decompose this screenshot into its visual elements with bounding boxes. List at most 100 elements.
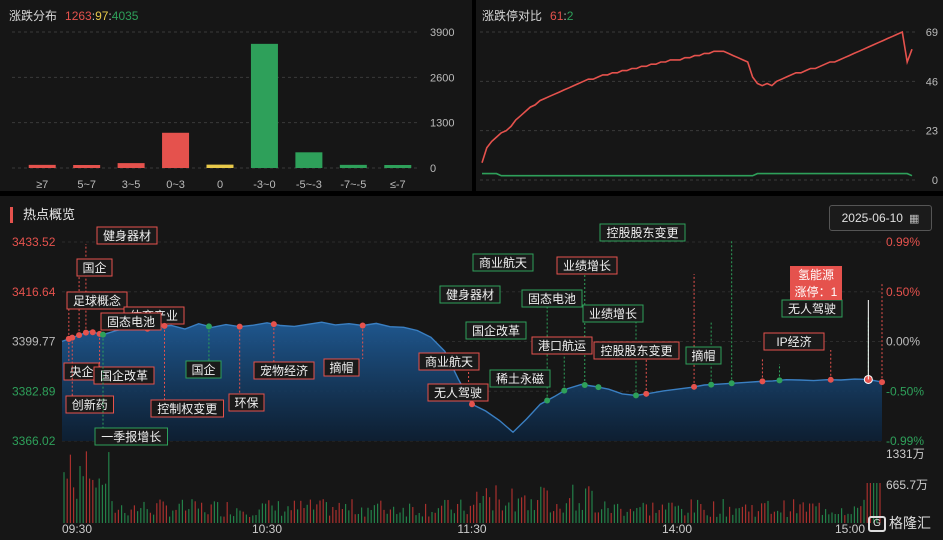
- hotspot-label-text: 摘帽: [329, 360, 353, 375]
- y-tick-right: -0.50%: [886, 384, 924, 398]
- hotspot-label-box: [593, 341, 680, 360]
- label-point: [827, 376, 834, 383]
- hotspot-label-box: [94, 427, 168, 446]
- label-point: [270, 321, 277, 328]
- hotspot-label-box: [65, 395, 114, 414]
- hotspot-label-text: IP经济: [776, 334, 811, 349]
- distribution-title-text: 涨跌分布: [9, 9, 58, 23]
- hotspot-label-text: 固态电池: [528, 292, 576, 306]
- hotspot-label-text: 环保: [234, 396, 258, 410]
- label-point: [595, 384, 602, 391]
- hotspot-label-box: [96, 226, 158, 245]
- active-label-box: [790, 266, 842, 283]
- active-label-text: 涨停：1: [795, 284, 838, 299]
- hotspot-label-box: [100, 312, 162, 331]
- watermark: G 格隆汇: [868, 513, 931, 533]
- label-point: [89, 329, 96, 336]
- label-point: [728, 380, 735, 387]
- active-label-text: 氢能源: [798, 267, 834, 282]
- hotspot-label-text: 商业航天: [425, 354, 473, 369]
- hotspot-label-text: 国企改革: [100, 368, 148, 383]
- label-point: [561, 387, 568, 394]
- hotspot-label-box: [685, 346, 722, 365]
- y-tick-left: 3382.89: [12, 384, 56, 398]
- hotspot-label-text: 创新药: [72, 397, 108, 412]
- label-point: [205, 323, 212, 330]
- hotspot-label-box: [93, 366, 155, 385]
- date-value: 2025-06-10: [841, 211, 903, 225]
- y-tick-left: 3433.52: [12, 235, 56, 249]
- hotspot-label-text: 摘帽: [691, 348, 715, 363]
- label-point: [236, 323, 243, 330]
- label-point: [69, 334, 76, 341]
- hotspot-label-text: 业绩增长: [589, 307, 637, 321]
- hotspot-label-text: 健身器材: [103, 228, 151, 243]
- label-point: [633, 392, 639, 399]
- hotspot-label-text: 无人驾驶: [434, 385, 482, 400]
- x-tick-label: 10:30: [252, 522, 282, 536]
- y-tick-left: 3416.64: [12, 285, 56, 299]
- hotspot-label-text: 固态电池: [107, 315, 155, 329]
- hotspot-label-box: [185, 360, 222, 379]
- label-point: [76, 332, 83, 339]
- hotspot-label-text: 控股股东变更: [606, 225, 678, 240]
- hotspot-label-box: [66, 291, 128, 310]
- hotspot-label-box: [253, 361, 315, 380]
- hotspot-label-text: 足球概念: [73, 293, 121, 308]
- flat-count: 97: [95, 9, 109, 23]
- hotspot-label-text: 健身器材: [446, 287, 494, 302]
- hotspot-label-box: [472, 253, 534, 272]
- down-count: 4035: [111, 9, 139, 23]
- limit-ratio-title-text: 涨跌停对比: [482, 9, 543, 23]
- x-tick-label: 09:30: [62, 522, 92, 536]
- up-count: 1263: [65, 9, 92, 23]
- hotspot-label-text: 港口航运: [538, 338, 586, 353]
- hotspot-label-text: 控股股东变更: [600, 343, 672, 358]
- date-picker[interactable]: 2025-06-10 ▦: [829, 205, 932, 231]
- x-tick-label: 14:00: [662, 522, 692, 536]
- y-tick-left: 3399.77: [12, 335, 56, 349]
- limit-up-count: 61: [550, 9, 564, 23]
- calendar-icon[interactable]: ▦: [908, 212, 920, 225]
- hotspot-label-box: [418, 352, 480, 371]
- hotspot-label-box: [521, 289, 583, 308]
- hotspot-label-text: 控制权变更: [157, 401, 217, 416]
- label-point: [161, 322, 168, 329]
- volume-tick: 1331万: [886, 447, 925, 461]
- hotspot-label-box: [556, 256, 618, 275]
- watermark-text: 格隆汇: [889, 515, 931, 531]
- label-point: [879, 379, 885, 386]
- hotspot-label-text: 业绩增长: [563, 259, 611, 273]
- hotspot-label-text: 国企: [82, 260, 106, 275]
- label-point: [359, 322, 366, 329]
- volume-tick: 665.7万: [886, 478, 928, 492]
- label-point: [643, 390, 650, 397]
- hotspot-label-box: [465, 321, 527, 340]
- hotspot-label-text: 商业航天: [479, 255, 527, 270]
- label-point: [691, 383, 698, 390]
- y-tick-left: 3366.02: [12, 434, 56, 448]
- hotspot-label-text: 央企: [69, 364, 93, 379]
- label-point: [759, 378, 766, 385]
- hotspot-label-box: [489, 369, 551, 388]
- label-point: [469, 401, 475, 408]
- limit-down-count: 2: [566, 9, 574, 23]
- hotspot-label-text: 国企: [191, 362, 215, 377]
- label-point: [581, 381, 588, 388]
- label-point: [82, 329, 89, 336]
- index-area: [62, 322, 882, 441]
- hotspot-label-text: 一季报增长: [101, 429, 161, 444]
- hotspot-label-box: [323, 358, 360, 377]
- hotspot-label-box: [150, 399, 224, 418]
- label-point: [100, 331, 106, 338]
- x-tick-label: 15:00: [835, 522, 865, 536]
- y-tick-right: 0.50%: [886, 285, 920, 299]
- y-tick-right: 0.00%: [886, 335, 920, 349]
- label-point: [544, 397, 551, 404]
- hotspot-label-box: [439, 285, 501, 304]
- x-tick-label: 11:30: [457, 522, 486, 536]
- glh-logo-icon: G: [868, 516, 886, 533]
- hotspot-label-text: 国企改革: [472, 323, 520, 338]
- active-label-box: [790, 283, 842, 300]
- hotspot-label-box: [531, 336, 593, 355]
